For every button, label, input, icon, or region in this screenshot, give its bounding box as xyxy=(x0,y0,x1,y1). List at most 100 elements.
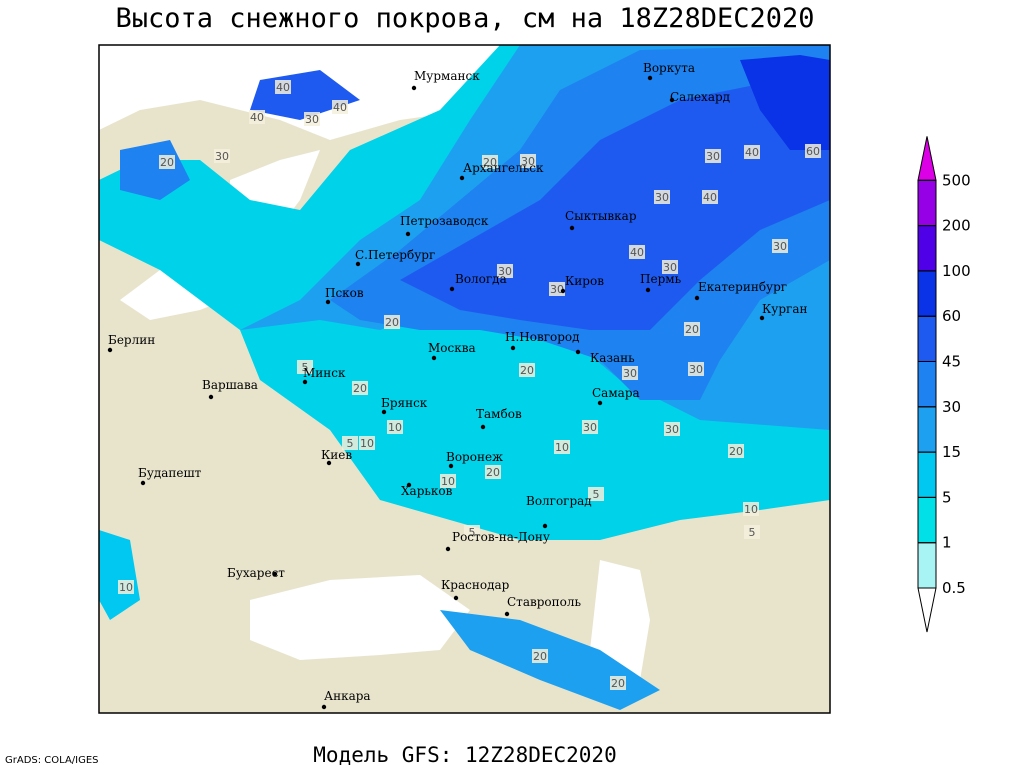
contour-label: 5 xyxy=(593,488,600,501)
city-dot xyxy=(569,225,575,231)
contour-label: 20 xyxy=(486,466,500,479)
contour-label-box xyxy=(464,525,480,539)
contour-label-box xyxy=(532,649,548,663)
contour-label: 30 xyxy=(706,150,720,163)
city-label: Пермь xyxy=(640,272,682,286)
contour-label-box xyxy=(297,360,313,374)
contour-label: 20 xyxy=(729,445,743,458)
contour-label: 20 xyxy=(353,382,367,395)
contour-label-box xyxy=(519,363,535,377)
contour-label: 20 xyxy=(533,650,547,663)
contour-label: 40 xyxy=(333,101,347,114)
contour-label: 10 xyxy=(441,475,455,488)
city-dot xyxy=(302,379,308,385)
contour-label-box xyxy=(684,322,700,336)
contour-label: 5 xyxy=(749,526,756,539)
city-dot xyxy=(504,611,510,617)
title: Высота снежного покрова, см на 18Z28DEC2… xyxy=(116,3,815,34)
contour-label-box xyxy=(743,502,759,516)
colorbar-label: 15 xyxy=(942,443,961,461)
city-dot xyxy=(326,460,332,466)
city-label: Екатеринбург xyxy=(698,280,787,294)
contour-label-box xyxy=(554,440,570,454)
contour-label-box xyxy=(744,145,760,159)
contour-label: 30 xyxy=(623,367,637,380)
city-dot xyxy=(453,595,459,601)
colorbar-label: 1 xyxy=(942,534,952,552)
contour-label: 10 xyxy=(360,437,374,450)
contour-label-box xyxy=(520,154,536,168)
contour-label: 30 xyxy=(689,363,703,376)
contour-label: 10 xyxy=(555,441,569,454)
city-dot xyxy=(448,463,454,469)
city-dot xyxy=(669,97,675,103)
contour-label-box xyxy=(654,190,670,204)
city-label: Воркута xyxy=(643,61,695,75)
contour-label-box xyxy=(622,366,638,380)
contour-label-box xyxy=(664,422,680,436)
contour-label-box xyxy=(249,110,265,124)
contour-label-box xyxy=(705,149,721,163)
colorbar-segment xyxy=(917,315,937,363)
city-dot xyxy=(321,704,327,710)
contour-label: 20 xyxy=(520,364,534,377)
contour-label: 60 xyxy=(806,145,820,158)
contour-label-box xyxy=(342,436,358,450)
contour-label-box xyxy=(772,239,788,253)
contour-label: 5 xyxy=(469,526,476,539)
contour-label-box xyxy=(332,100,348,114)
colorbar-label: 200 xyxy=(942,217,971,235)
contour-label: 30 xyxy=(498,265,512,278)
contour-label: 40 xyxy=(745,146,759,159)
contour-label: 40 xyxy=(703,191,717,204)
contour-label-box xyxy=(482,155,498,169)
contour-label: 30 xyxy=(305,113,319,126)
contour-label-box xyxy=(610,676,626,690)
contour-label-box xyxy=(440,474,456,488)
city-label: Краснодар xyxy=(441,578,510,592)
city-dot xyxy=(480,424,486,430)
city-label: Курган xyxy=(762,302,807,316)
colorbar-segment xyxy=(917,270,937,317)
city-label: Варшава xyxy=(202,378,258,392)
city-label: Ростов-на-Дону xyxy=(452,530,550,544)
contour-label: 10 xyxy=(744,503,758,516)
city-dot xyxy=(597,400,603,406)
contour-label: 30 xyxy=(215,150,229,163)
city-dot xyxy=(411,85,417,91)
city-label: Петрозаводск xyxy=(400,214,489,228)
colorbar-segment xyxy=(917,225,937,272)
city-dot xyxy=(107,347,113,353)
city-label: Ставрополь xyxy=(507,595,581,609)
city-label: С.Петербург xyxy=(355,248,435,262)
contour-label: 20 xyxy=(685,323,699,336)
model-label: Модель GFS: 12Z28DEC2020 xyxy=(313,743,616,767)
city-dot xyxy=(431,355,437,361)
city-label: Будапешт xyxy=(138,466,202,480)
contour-label-box xyxy=(359,436,375,450)
contour-label: 40 xyxy=(276,81,290,94)
city-label: Берлин xyxy=(108,333,155,347)
colorbar-segment xyxy=(917,179,937,227)
city-dot xyxy=(510,345,516,351)
city-label: Вологда xyxy=(455,272,507,286)
city-dot xyxy=(694,295,700,301)
city-dot xyxy=(406,482,412,488)
contour-label-box xyxy=(728,444,744,458)
contour-label: 30 xyxy=(550,283,564,296)
city-label: Харьков xyxy=(401,484,453,498)
city-label: Казань xyxy=(590,351,635,365)
city-dot xyxy=(272,571,278,577)
city-dot xyxy=(645,287,651,293)
colorbar-segment xyxy=(917,496,937,544)
city-label: Волгоград xyxy=(526,494,592,508)
colorbar-label: 45 xyxy=(942,353,961,371)
contour-label-box xyxy=(744,525,760,539)
contour-label: 40 xyxy=(250,111,264,124)
contour-label-box xyxy=(497,264,513,278)
city-label: Киров xyxy=(565,274,604,288)
city-dot xyxy=(355,261,361,267)
city-label: Мурманск xyxy=(414,69,480,83)
contour-label: 30 xyxy=(521,155,535,168)
